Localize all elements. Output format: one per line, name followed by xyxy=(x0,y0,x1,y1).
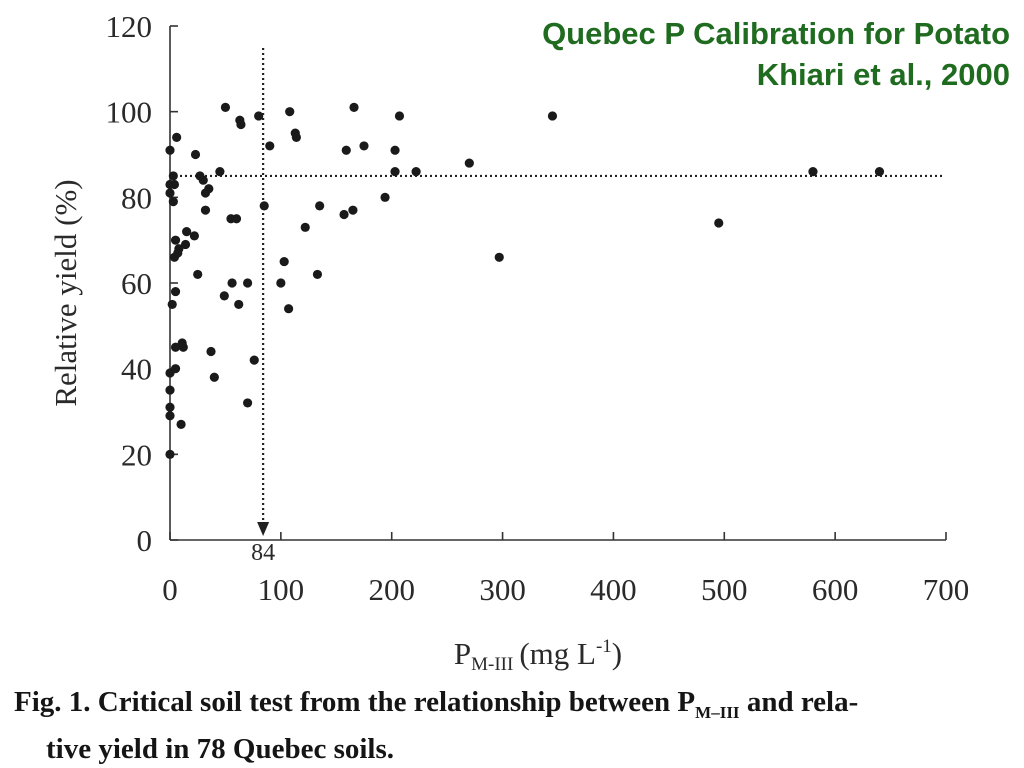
data-point xyxy=(165,449,175,459)
data-point xyxy=(182,227,192,237)
slide-title: Quebec P Calibration for Potato Khiari e… xyxy=(542,14,1010,96)
data-point xyxy=(411,167,421,177)
data-point xyxy=(315,201,325,211)
y-tick-label: 120 xyxy=(106,9,153,44)
data-point xyxy=(220,102,231,112)
x-tick-label: 300 xyxy=(479,572,526,607)
data-point xyxy=(291,132,301,142)
data-point xyxy=(285,107,295,117)
data-point xyxy=(300,222,310,232)
data-point xyxy=(190,149,201,160)
data-point xyxy=(312,269,323,280)
x-tick-label: 500 xyxy=(701,572,748,607)
y-tick-label: 80 xyxy=(121,180,152,215)
critical-p-label: 84 xyxy=(251,540,275,566)
data-point xyxy=(170,364,181,374)
data-point xyxy=(259,201,269,211)
data-point xyxy=(170,235,181,245)
data-point xyxy=(209,372,219,382)
data-point xyxy=(168,171,178,181)
data-point xyxy=(189,231,199,241)
data-point xyxy=(167,299,177,310)
data-point xyxy=(341,145,351,155)
data-point xyxy=(547,111,558,121)
caption-text-line-2: tive yield in 78 Quebec soils. xyxy=(46,732,394,765)
data-point xyxy=(200,205,211,215)
data-point xyxy=(165,402,175,412)
data-point xyxy=(339,209,349,220)
x-axis-ticks: 0 100 200 300 400 500 600 700 xyxy=(162,532,969,607)
data-point xyxy=(231,214,242,224)
slide-title-line-2: Khiari et al., 2000 xyxy=(756,56,1010,92)
y-tick-label: 0 xyxy=(137,523,153,558)
figure-caption: Fig. 1. Critical soil test from the rela… xyxy=(14,684,1014,767)
data-point xyxy=(198,175,208,185)
data-point xyxy=(348,205,358,215)
data-point xyxy=(284,304,294,314)
data-point xyxy=(390,145,400,155)
data-point xyxy=(359,141,369,151)
data-point xyxy=(170,342,181,352)
x-tick-label: 100 xyxy=(258,572,305,607)
data-point xyxy=(206,346,216,357)
caption-subscript: M–III xyxy=(695,702,740,722)
y-tick-label: 40 xyxy=(121,352,152,387)
data-points xyxy=(165,102,885,459)
data-point xyxy=(714,218,724,228)
data-point xyxy=(204,184,214,194)
data-point xyxy=(165,188,175,198)
x-tick-label: 700 xyxy=(923,572,970,607)
y-axis-title: Relative yield (%) xyxy=(48,179,83,406)
data-point xyxy=(279,256,289,267)
data-point xyxy=(808,167,818,177)
caption-text-part-2: and rela- xyxy=(739,686,859,718)
data-point xyxy=(874,167,885,177)
data-point xyxy=(380,192,390,202)
data-point xyxy=(178,342,188,352)
data-point xyxy=(165,145,175,155)
data-point xyxy=(215,167,225,177)
x-axis-title: PM-III (mg L-1) xyxy=(454,636,622,675)
data-point xyxy=(227,278,237,288)
y-tick-label: 20 xyxy=(121,437,152,472)
y-tick-label: 60 xyxy=(121,266,152,301)
data-point xyxy=(172,132,182,142)
x-tick-label: 0 xyxy=(162,572,178,607)
data-point xyxy=(174,244,184,254)
data-point xyxy=(254,111,264,121)
data-point xyxy=(176,419,186,429)
data-point xyxy=(276,278,286,288)
data-point xyxy=(165,411,175,421)
x-tick-label: 400 xyxy=(590,572,637,607)
data-point xyxy=(234,299,244,310)
data-point xyxy=(236,119,246,130)
data-point xyxy=(219,291,229,301)
data-point xyxy=(193,269,203,280)
data-point xyxy=(394,111,405,121)
data-point xyxy=(243,278,253,288)
scatter-chart: 0 20 40 60 80 100 120 0 100 200 300 400 500 600 700 8… xyxy=(48,9,969,675)
x-tick-label: 600 xyxy=(812,572,859,607)
data-point xyxy=(349,102,359,112)
x-tick-label: 200 xyxy=(368,572,415,607)
data-point xyxy=(243,398,253,408)
figure-label: Fig. 1. xyxy=(14,686,91,718)
data-point xyxy=(170,286,181,297)
slide-title-line-1: Quebec P Calibration for Potato xyxy=(542,16,1010,51)
y-axis-ticks: 0 20 40 60 80 100 120 xyxy=(106,9,178,558)
caption-text-part-1: Critical soil test from the relationship… xyxy=(97,686,696,718)
data-point xyxy=(494,252,504,262)
data-point xyxy=(165,385,175,395)
critical-p-arrow xyxy=(257,522,270,536)
y-tick-label: 100 xyxy=(106,95,153,130)
data-point xyxy=(249,355,259,365)
data-point xyxy=(180,239,191,250)
data-point xyxy=(390,167,400,177)
data-point xyxy=(168,197,178,207)
data-point xyxy=(169,179,180,190)
data-point xyxy=(265,141,275,151)
data-point xyxy=(464,158,474,168)
